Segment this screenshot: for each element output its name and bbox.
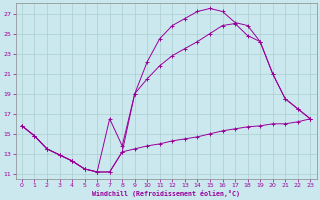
X-axis label: Windchill (Refroidissement éolien,°C): Windchill (Refroidissement éolien,°C) — [92, 190, 240, 197]
